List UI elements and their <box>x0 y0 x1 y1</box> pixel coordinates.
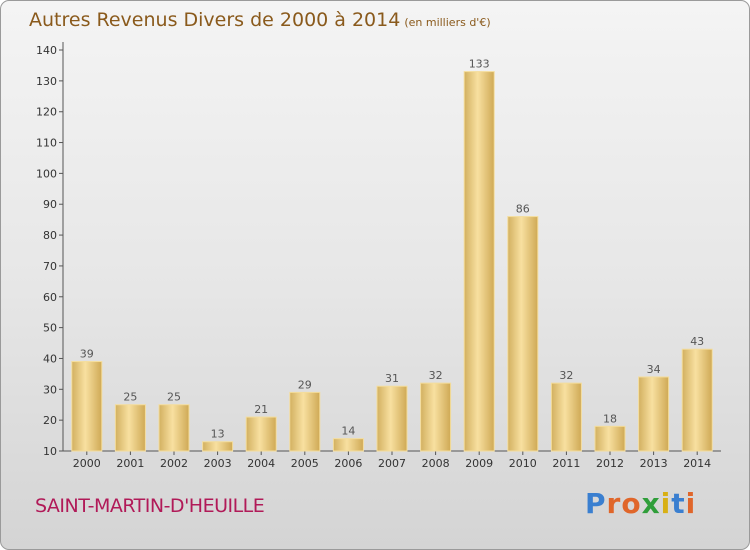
bar <box>507 216 539 452</box>
logo-letter: o <box>621 487 642 520</box>
bar <box>463 71 495 452</box>
bar <box>594 425 626 452</box>
data-label: 32 <box>429 369 443 382</box>
data-label: 39 <box>80 348 94 361</box>
x-tick-label: 2007 <box>378 457 406 470</box>
y-tick-label: 140 <box>36 44 57 57</box>
logo-letter: i <box>660 487 672 520</box>
bar <box>202 441 234 452</box>
x-tick-label: 2009 <box>465 457 493 470</box>
y-tick-label: 80 <box>43 229 57 242</box>
x-tick-label: 2012 <box>596 457 624 470</box>
y-tick-label: 50 <box>43 322 57 335</box>
chart-subtitle: (en milliers d'€) <box>404 16 491 29</box>
y-tick-label: 60 <box>43 291 57 304</box>
bar <box>71 361 103 452</box>
x-tick-label: 2013 <box>640 457 668 470</box>
data-labels: 39 25 25 13 21 29 14 31 32 133 86 32 18 34 43 <box>80 58 704 441</box>
data-label: 29 <box>298 378 312 391</box>
bar <box>420 382 452 452</box>
bar <box>638 376 670 452</box>
y-tick-label: 110 <box>36 137 57 150</box>
data-label: 43 <box>690 335 704 348</box>
place-name: SAINT-MARTIN-D'HEUILLE <box>35 495 265 517</box>
bar <box>332 438 364 452</box>
x-tick-label: 2000 <box>73 457 101 470</box>
bars <box>71 71 713 452</box>
proxiti-logo: Proxiti <box>585 487 696 520</box>
data-label: 133 <box>469 58 490 71</box>
bar <box>245 416 277 452</box>
x-tick-label: 2002 <box>160 457 188 470</box>
x-tick-label: 2010 <box>509 457 537 470</box>
bar <box>114 404 146 452</box>
logo-letter: x <box>641 487 661 520</box>
bar <box>289 391 321 452</box>
logo-letter: i <box>685 487 697 520</box>
y-tick-label: 120 <box>36 106 57 119</box>
bar <box>158 404 190 452</box>
x-tick-label: 2005 <box>291 457 319 470</box>
y-tick-label: 40 <box>43 352 57 365</box>
chart-title: Autres Revenus Divers de 2000 à 2014 (en … <box>29 9 491 31</box>
data-label: 18 <box>603 412 617 425</box>
data-label: 31 <box>385 372 399 385</box>
data-label: 34 <box>647 363 661 376</box>
x-tick-label: 2003 <box>204 457 232 470</box>
x-tick-label: 2001 <box>116 457 144 470</box>
y-tick-label: 30 <box>43 383 57 396</box>
x-tick-label: 2008 <box>422 457 450 470</box>
y-tick-label: 70 <box>43 260 57 273</box>
data-label: 32 <box>559 369 573 382</box>
bar <box>550 382 582 452</box>
data-label: 86 <box>516 203 530 216</box>
y-tick-label: 10 <box>43 445 57 458</box>
bar <box>376 385 408 452</box>
x-tick-label: 2011 <box>552 457 580 470</box>
data-label: 13 <box>211 428 225 441</box>
data-label: 25 <box>167 391 181 404</box>
logo-letter: P <box>585 487 607 520</box>
y-tick-label: 130 <box>36 75 57 88</box>
data-label: 21 <box>254 403 268 416</box>
y-tick-label: 90 <box>43 198 57 211</box>
y-tick-label: 100 <box>36 167 57 180</box>
data-label: 25 <box>123 391 137 404</box>
x-tick-label: 2006 <box>334 457 362 470</box>
data-label: 14 <box>341 425 355 438</box>
logo-letter: t <box>671 487 686 520</box>
logo-letter: r <box>606 487 622 520</box>
y-tick-label: 20 <box>43 414 57 427</box>
x-tick-label: 2004 <box>247 457 275 470</box>
x-tick-label: 2014 <box>683 457 711 470</box>
bar <box>681 348 713 452</box>
bar-chart: 10 20 30 40 50 60 70 80 90 100 110 120 130 140 2000 200… <box>36 42 721 470</box>
